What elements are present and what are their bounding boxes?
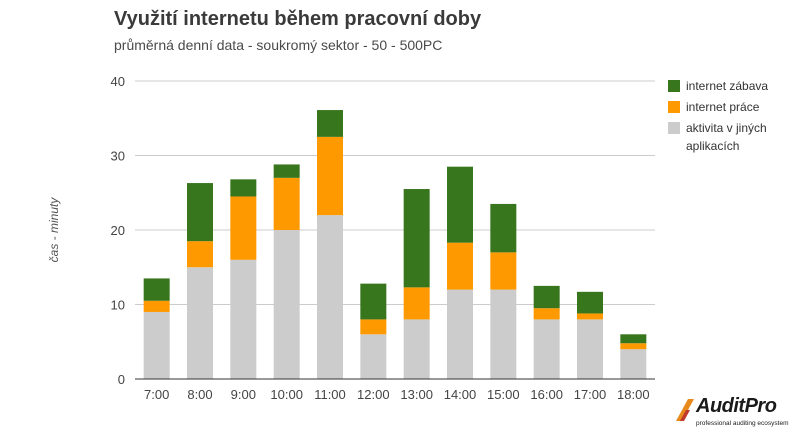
bar-segment (577, 313, 603, 320)
bar-segment (577, 291, 603, 314)
x-tick-label: 7:00 (144, 387, 169, 402)
x-tick-label: 17:00 (574, 387, 607, 402)
logo-wordmark: AuditPro (696, 395, 777, 417)
bar-segment (187, 241, 213, 268)
legend-swatch (668, 80, 680, 92)
axes: 0 10 20 30 40 7:00 8:00 9:00 10:00 11:00 12:00 13:0… (111, 74, 655, 402)
chart-title: Využití internetu během pracovní doby (114, 8, 482, 30)
bar-segment (317, 136, 343, 216)
chart-subtitle: průměrná denní data - soukromý sektor - … (114, 37, 443, 53)
bar-segment (187, 267, 213, 379)
bar-segment (230, 179, 257, 197)
x-tick-label: 14:00 (444, 387, 477, 402)
bar-segment (360, 283, 387, 320)
bars (143, 110, 647, 379)
bar-segment (360, 334, 387, 379)
bar-segment (230, 259, 257, 379)
bar-segment (317, 110, 343, 137)
bar-segment (447, 242, 473, 290)
bar-segment (620, 343, 647, 350)
legend-label: internet zábava (686, 79, 768, 93)
legend-label: aktivita v jiných aplikacích (686, 121, 767, 153)
bar-segment (447, 289, 473, 379)
bar-segment (317, 215, 343, 379)
y-tick-label: 0 (118, 372, 125, 387)
bar-segment (403, 287, 430, 320)
bar-segment (143, 311, 170, 379)
y-tick-label: 20 (111, 223, 125, 238)
bar-segment (533, 319, 560, 379)
x-tick-label: 11:00 (314, 387, 346, 402)
x-tick-label: 12:00 (357, 387, 390, 402)
bar-segment (533, 308, 560, 320)
auditpro-logo: AuditPro professional auditing ecosystem (674, 395, 792, 435)
bar-segment (143, 278, 170, 301)
y-tick-label: 10 (111, 298, 125, 313)
bar-segment (490, 252, 517, 290)
grid (135, 80, 655, 305)
bar-segment (490, 289, 517, 379)
bar-segment (447, 166, 473, 243)
legend-label: internet práce (686, 100, 760, 114)
y-tick-label: 40 (111, 74, 125, 89)
legend: internet zábava internet práce aktivita v … (668, 79, 768, 153)
bar-segment (273, 230, 300, 379)
x-tick-label: 8:00 (187, 387, 212, 402)
x-tick-label: 9:00 (231, 387, 256, 402)
x-tick-label: 18:00 (617, 387, 650, 402)
bar-segment (273, 164, 300, 178)
x-tick-label: 13:00 (400, 387, 433, 402)
bar-segment (273, 177, 300, 230)
bar-segment (577, 319, 603, 379)
bar-segment (143, 300, 170, 312)
logo-mark-icon (676, 399, 694, 421)
logo-tagline: professional auditing ecosystem (696, 420, 789, 427)
x-tick-label: 15:00 (487, 387, 520, 402)
bar-segment (403, 189, 430, 288)
bar-segment (490, 203, 517, 253)
bar-segment (403, 319, 430, 379)
legend-swatch (668, 122, 680, 134)
y-axis-label: čas - minuty (47, 197, 61, 263)
bar-segment (230, 196, 257, 260)
bar-segment (187, 183, 213, 242)
bar-segment (533, 285, 560, 309)
bar-segment (620, 349, 647, 379)
y-tick-label: 30 (111, 149, 125, 164)
legend-swatch (668, 101, 680, 113)
x-tick-label: 10:00 (270, 387, 303, 402)
x-tick-label: 16:00 (530, 387, 563, 402)
bar-segment (620, 334, 647, 344)
bar-segment (360, 319, 387, 335)
